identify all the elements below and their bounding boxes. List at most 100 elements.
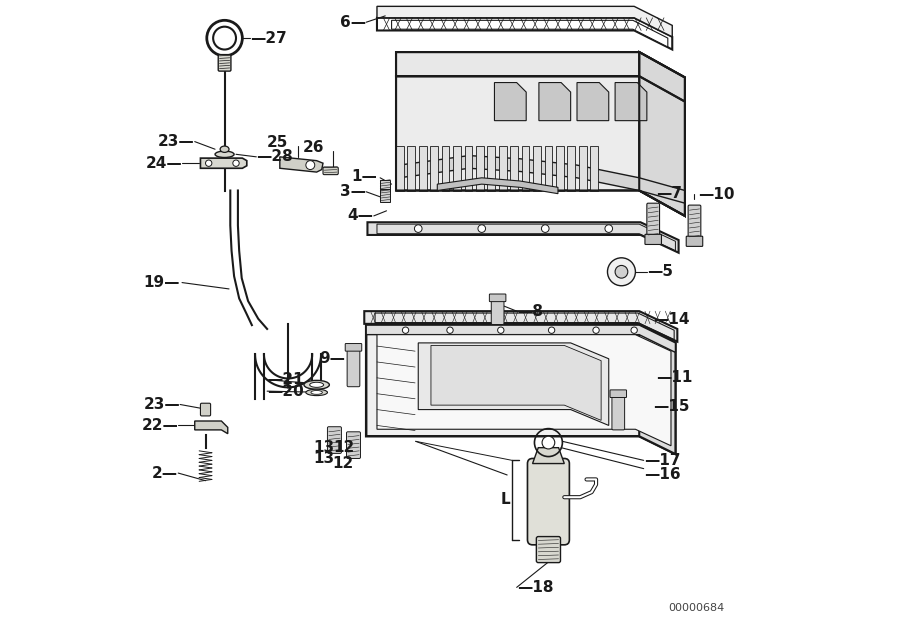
Text: 00000684: 00000684 (669, 603, 725, 613)
Circle shape (542, 225, 549, 232)
Polygon shape (408, 146, 415, 190)
FancyBboxPatch shape (647, 203, 660, 237)
FancyBboxPatch shape (323, 167, 338, 175)
FancyBboxPatch shape (218, 55, 231, 71)
Polygon shape (579, 146, 587, 190)
Polygon shape (544, 146, 553, 190)
Polygon shape (533, 448, 564, 464)
Text: —14: —14 (653, 312, 689, 327)
Text: —8: —8 (517, 304, 543, 319)
Polygon shape (494, 83, 526, 121)
Polygon shape (577, 83, 608, 121)
Text: 13: 13 (313, 451, 335, 466)
Text: 26: 26 (302, 140, 324, 156)
Polygon shape (639, 325, 675, 454)
Text: 23—: 23— (143, 397, 180, 412)
Ellipse shape (310, 391, 322, 394)
Text: —21: —21 (267, 372, 303, 387)
Polygon shape (615, 83, 647, 121)
FancyBboxPatch shape (610, 390, 626, 398)
Ellipse shape (304, 380, 329, 389)
Circle shape (213, 27, 236, 50)
FancyBboxPatch shape (491, 300, 504, 324)
FancyBboxPatch shape (490, 294, 506, 302)
Polygon shape (522, 146, 529, 190)
Polygon shape (639, 52, 685, 216)
Polygon shape (454, 146, 461, 190)
Text: 24—: 24— (145, 156, 182, 171)
Circle shape (478, 225, 486, 232)
Polygon shape (499, 146, 507, 190)
Polygon shape (418, 146, 427, 190)
Polygon shape (396, 146, 403, 190)
Text: —15: —15 (653, 399, 689, 414)
Circle shape (306, 161, 315, 170)
Circle shape (446, 327, 454, 333)
Polygon shape (366, 325, 675, 352)
FancyBboxPatch shape (527, 458, 570, 545)
Polygon shape (201, 158, 247, 168)
Polygon shape (280, 157, 323, 172)
Polygon shape (396, 52, 685, 102)
Polygon shape (377, 18, 672, 50)
Polygon shape (364, 311, 678, 342)
Circle shape (548, 327, 554, 333)
Circle shape (542, 436, 554, 449)
Polygon shape (464, 146, 473, 190)
Ellipse shape (310, 382, 324, 387)
FancyBboxPatch shape (686, 236, 703, 246)
Polygon shape (437, 178, 558, 194)
Polygon shape (392, 20, 668, 47)
Polygon shape (396, 76, 685, 216)
Polygon shape (377, 6, 672, 37)
Text: 19—: 19— (144, 275, 180, 290)
Polygon shape (539, 83, 571, 121)
Text: 4—: 4— (347, 208, 374, 224)
Text: 22—: 22— (141, 418, 178, 433)
FancyBboxPatch shape (645, 234, 662, 244)
Polygon shape (590, 146, 598, 190)
Text: —20: —20 (267, 384, 304, 399)
Text: —27: —27 (250, 30, 287, 46)
Text: —28: —28 (256, 149, 293, 164)
Polygon shape (418, 343, 608, 425)
Polygon shape (510, 146, 518, 190)
FancyBboxPatch shape (201, 403, 211, 416)
Text: 1—: 1— (351, 169, 377, 184)
Polygon shape (194, 421, 228, 434)
Text: —7: —7 (656, 185, 682, 201)
Polygon shape (366, 325, 675, 454)
Polygon shape (377, 335, 671, 446)
FancyBboxPatch shape (346, 432, 361, 458)
Text: —5: —5 (647, 264, 673, 279)
Polygon shape (476, 146, 483, 190)
Polygon shape (556, 146, 563, 190)
Text: —11: —11 (656, 370, 693, 385)
Circle shape (233, 160, 239, 166)
FancyBboxPatch shape (347, 349, 360, 387)
FancyBboxPatch shape (688, 205, 701, 239)
Text: 6—: 6— (340, 15, 366, 30)
Text: —17: —17 (644, 453, 680, 468)
Circle shape (605, 225, 613, 232)
Circle shape (615, 265, 628, 278)
Polygon shape (380, 180, 391, 192)
Text: 12: 12 (334, 439, 355, 455)
Polygon shape (400, 156, 685, 203)
Polygon shape (533, 146, 541, 190)
FancyBboxPatch shape (536, 537, 561, 563)
Text: 23—: 23— (158, 134, 194, 149)
Text: L: L (501, 492, 510, 507)
Circle shape (593, 327, 599, 333)
Circle shape (608, 258, 635, 286)
Text: —16: —16 (644, 467, 680, 483)
Circle shape (631, 327, 637, 333)
Circle shape (498, 327, 504, 333)
Ellipse shape (220, 146, 229, 152)
Polygon shape (431, 345, 601, 420)
Text: 2—: 2— (152, 465, 178, 481)
Text: —18: —18 (517, 580, 554, 595)
Circle shape (205, 160, 212, 166)
Polygon shape (442, 146, 449, 190)
Text: 13: 13 (313, 439, 335, 455)
